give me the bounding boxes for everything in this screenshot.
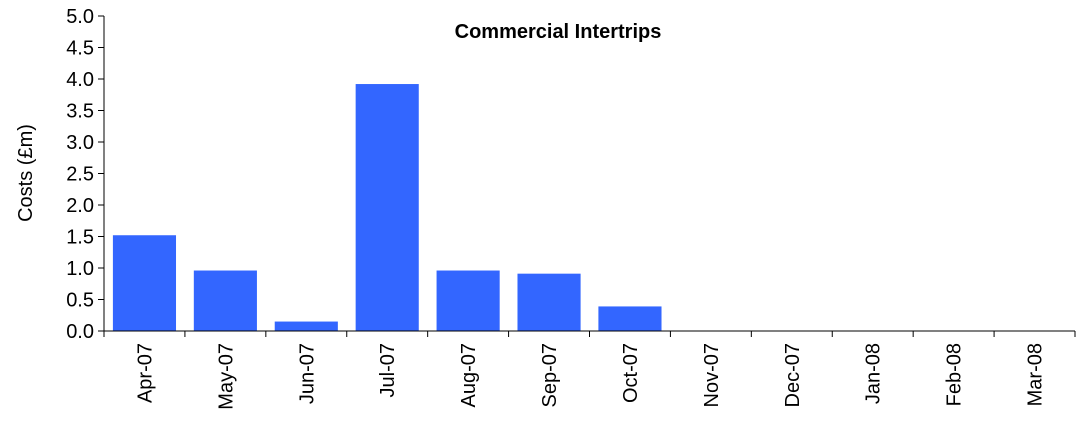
bar bbox=[193, 270, 257, 331]
x-axis-ticks: Apr-07 May-07 Jun-07 Jul-07 Aug-07 Sep-07 Oct-… bbox=[103, 331, 1076, 410]
bar bbox=[112, 235, 177, 331]
y-tick-label: 4.0 bbox=[66, 69, 94, 91]
x-tick-label: Apr-07 bbox=[134, 343, 156, 403]
y-tick-label: 2.5 bbox=[66, 164, 94, 186]
x-tick-label: Mar-08 bbox=[1025, 343, 1047, 406]
x-tick-label: Jul-07 bbox=[377, 343, 399, 397]
bar bbox=[274, 321, 338, 331]
bar bbox=[355, 84, 419, 331]
y-tick-label: 2.0 bbox=[66, 195, 94, 217]
x-tick-label: Sep-07 bbox=[539, 343, 561, 408]
y-tick-label: 1.5 bbox=[66, 227, 94, 249]
y-tick-label: 0.5 bbox=[66, 290, 94, 312]
bars bbox=[112, 84, 662, 331]
x-tick-label: Nov-07 bbox=[701, 343, 723, 407]
x-tick-label: Oct-07 bbox=[620, 343, 642, 403]
y-tick-label: 4.5 bbox=[66, 38, 94, 60]
x-tick-label: May-07 bbox=[215, 343, 237, 410]
chart-title: Commercial Intertrips bbox=[455, 21, 662, 43]
y-axis-title: Costs (£m) bbox=[15, 124, 37, 222]
x-tick-label: Aug-07 bbox=[458, 343, 480, 408]
x-tick-label: Dec-07 bbox=[782, 343, 804, 407]
bar bbox=[598, 306, 662, 331]
x-tick-label: Jan-08 bbox=[863, 343, 885, 404]
y-tick-label: 0.0 bbox=[66, 321, 94, 343]
y-axis-ticks: 0.0 0.5 1.0 1.5 2.0 2.5 3.0 3.5 4.0 4.5 5.0 bbox=[66, 6, 104, 343]
y-tick-label: 1.0 bbox=[66, 258, 94, 280]
y-tick-label: 3.5 bbox=[66, 101, 94, 123]
x-tick-label: Feb-08 bbox=[944, 343, 966, 406]
x-tick-label: Jun-07 bbox=[296, 343, 318, 404]
y-tick-label: 3.0 bbox=[66, 132, 94, 154]
y-tick-label: 5.0 bbox=[66, 6, 94, 28]
bar bbox=[517, 273, 581, 331]
bar bbox=[436, 270, 500, 331]
